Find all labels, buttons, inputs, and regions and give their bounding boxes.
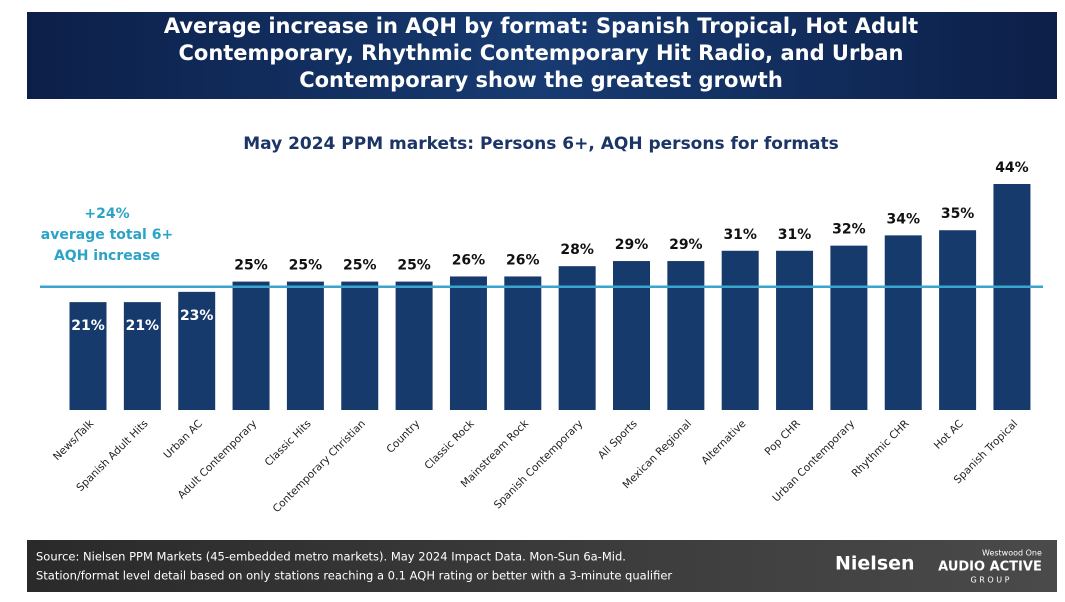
bar <box>721 250 759 410</box>
chart-title: Contemporary, Rhythmic Contemporary Hit … <box>178 41 903 65</box>
data-label: 21% <box>71 318 105 334</box>
data-label: 26% <box>452 252 486 268</box>
logo-nielsen: Nielsen <box>835 553 915 575</box>
x-tick-label: Contemporary Christian <box>271 418 368 515</box>
data-label: 32% <box>832 222 866 238</box>
bar <box>232 281 270 410</box>
bar <box>286 281 324 410</box>
data-label: 35% <box>941 206 975 222</box>
chart-title: Average increase in AQH by format: Spani… <box>164 14 918 38</box>
bar <box>939 230 977 410</box>
x-tick-label: Country <box>384 418 422 456</box>
data-label: 25% <box>397 258 431 274</box>
bar <box>667 261 705 410</box>
data-label: 23% <box>180 308 214 324</box>
x-tick-label: Spanish Contemporary <box>492 418 586 512</box>
bar <box>613 261 650 410</box>
bar <box>830 245 868 410</box>
x-tick-label: Rhythmic CHR <box>849 418 911 480</box>
data-label: 28% <box>560 242 594 258</box>
annotation: average total 6+ <box>41 227 173 243</box>
bar <box>178 291 216 410</box>
annotation: +24% <box>84 206 129 222</box>
bar <box>884 235 922 410</box>
bar <box>776 250 814 410</box>
data-label: 26% <box>506 252 540 268</box>
bar <box>993 184 1031 410</box>
data-label: 25% <box>289 258 323 274</box>
data-label: 44% <box>995 160 1029 176</box>
logo-audio: AUDIO ACTIVE <box>938 560 1042 575</box>
x-tick-label: All Sports <box>596 418 640 462</box>
footer-bar <box>27 540 1057 592</box>
bar <box>395 281 433 410</box>
data-label: 31% <box>723 227 757 243</box>
bar <box>504 276 542 410</box>
logo-westwood: Westwood One <box>982 549 1042 558</box>
bar <box>558 266 596 410</box>
x-tick-label: Hot AC <box>932 418 966 452</box>
data-label: 29% <box>615 237 649 253</box>
source-note: Station/format level detail based on onl… <box>36 569 672 583</box>
data-label: 25% <box>234 258 268 274</box>
chart-subtitle: May 2024 PPM markets: Persons 6+, AQH pe… <box>243 134 839 154</box>
x-tick-label: Alternative <box>699 418 748 467</box>
bar <box>123 302 161 410</box>
logo-group: G R O U P <box>971 576 1010 585</box>
x-tick-label: Classic Rock <box>422 417 477 472</box>
bar <box>341 281 379 410</box>
data-label: 29% <box>669 237 703 253</box>
annotation: AQH increase <box>54 248 160 264</box>
data-label: 21% <box>126 318 160 334</box>
data-label: 34% <box>886 211 920 227</box>
data-label: 25% <box>343 258 377 274</box>
bar <box>69 302 107 410</box>
chart-title: Contemporary show the greatest growth <box>299 68 783 92</box>
bar <box>449 276 487 410</box>
source-note: Source: Nielsen PPM Markets (45-embedded… <box>36 550 626 564</box>
x-tick-label: News/Talk <box>51 417 97 463</box>
data-label: 31% <box>778 227 812 243</box>
x-tick-label: Pop CHR <box>763 418 803 458</box>
x-tick-label: Urban AC <box>161 418 204 461</box>
x-tick-label: Classic Hits <box>263 418 314 469</box>
title-banner <box>27 12 1057 99</box>
